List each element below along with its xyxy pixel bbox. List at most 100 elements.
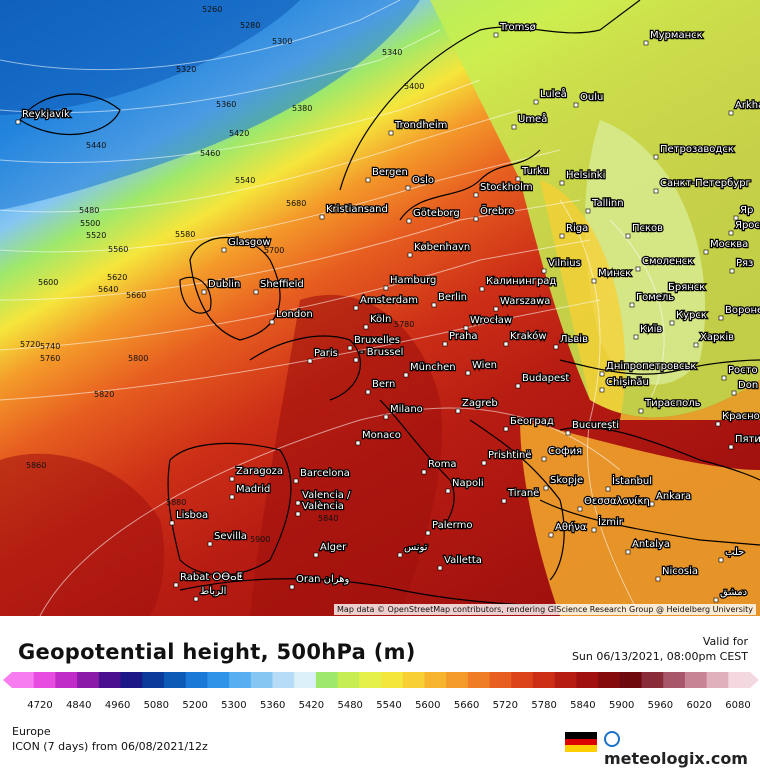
city-name: Мурманск (650, 30, 703, 41)
city-name: حلب (725, 547, 744, 558)
city-name: Брянск (668, 282, 705, 293)
city-marker: Tromsø (493, 21, 537, 38)
city-dot (503, 426, 509, 432)
city-name: Псков (632, 223, 663, 234)
contour-label: 5380 (292, 104, 312, 113)
brand-logo[interactable]: meteologix.com (604, 730, 760, 768)
color-scale-segment (12, 672, 35, 688)
city-name: Stockholm (480, 182, 533, 193)
city-dot (585, 208, 591, 214)
city-dot (553, 344, 559, 350)
city-name: Vilnius (548, 258, 581, 269)
city-dot (293, 478, 299, 484)
color-scale: 4720 4840 4960 5080 5200 5300 5360 5420 5480 5540… (3, 672, 759, 711)
contour-label: 5660 (126, 291, 146, 300)
city-marker: Rabat ⵔⴱⴰⵟ (173, 571, 244, 588)
city-name: - Brussel (360, 347, 403, 358)
scale-tick-label: 6020 (686, 700, 711, 711)
contour-label: 5440 (86, 141, 106, 150)
contour-label: 5580 (175, 230, 195, 239)
city-dot (503, 341, 509, 347)
color-scale-ticks: 4720 4840 4960 5080 5200 5300 5360 5420 5480 5540… (27, 700, 750, 711)
city-name: Madrid (236, 484, 270, 495)
scale-tick-label: 5360 (260, 700, 285, 711)
city-name: București (572, 420, 619, 431)
city-dot (728, 444, 734, 450)
city-marker: Chișinău (599, 376, 650, 393)
city-marker: Bern (365, 378, 397, 395)
contour-label: 5260 (202, 5, 222, 14)
city-dot (307, 358, 313, 364)
city-marker: Warszawa (493, 295, 552, 312)
scale-tick-label: 5840 (570, 700, 595, 711)
city-dot (313, 552, 319, 558)
city-name: Trondheim (394, 120, 447, 131)
contour-label: 5680 (286, 199, 306, 208)
city-name: Санкт-Петербург (660, 178, 751, 189)
city-dot (406, 218, 412, 224)
city-dot (643, 40, 649, 46)
city-name: Θεσσαλονίκη (584, 495, 650, 507)
city-name: Красно (722, 411, 760, 422)
city-dot (713, 597, 719, 603)
city-marker: Калининград (479, 275, 558, 292)
city-name: Palermo (432, 520, 472, 531)
city-dot (649, 501, 655, 507)
city-dot (543, 485, 549, 491)
scale-tick-label: 5420 (299, 700, 324, 711)
city-name: Sevilla (214, 531, 247, 542)
color-scale-segment (250, 672, 274, 688)
city-name: Тирасполь (644, 398, 701, 409)
city-marker: İstanbul (605, 473, 653, 492)
city-dot (577, 506, 583, 512)
city-marker: Hamburg (383, 274, 438, 291)
city-dot (201, 289, 207, 295)
color-scale-segment (511, 672, 534, 688)
city-dot (353, 357, 359, 363)
city-dot (229, 494, 235, 500)
color-scale-segment (467, 672, 491, 688)
city-marker: Alger (313, 541, 348, 558)
city-marker: Смоленск (635, 255, 695, 272)
city-dot (729, 268, 735, 274)
city-dot (533, 99, 539, 105)
city-name: Bern (372, 379, 395, 390)
city-dot (625, 233, 631, 239)
color-scale-segment (272, 672, 295, 688)
city-name: Umeå (518, 112, 547, 125)
city-dot (638, 408, 644, 414)
city-name: Prishtinë (488, 450, 531, 461)
city-name: Курск (676, 310, 707, 321)
city-name: الرباط (200, 586, 226, 597)
city-name: Berlin (438, 292, 467, 303)
city-marker: Дніпропетровськ (599, 359, 698, 377)
city-dot (319, 214, 325, 220)
city-marker: Брянск (661, 281, 707, 298)
city-marker: München (403, 361, 457, 378)
city-dot (295, 511, 301, 517)
contour-lines (0, 0, 664, 616)
city-dot (718, 315, 724, 321)
city-name: Riga (566, 223, 588, 234)
scale-tick-label: 5200 (182, 700, 207, 711)
contour-label: 5780 (394, 320, 414, 329)
city-marker: Riga (559, 222, 589, 239)
city-marker: تونس (397, 541, 429, 558)
contour-label: 5320 (176, 65, 196, 74)
city-marker: Sevilla (207, 530, 248, 547)
city-marker: Θεσσαλονίκη (577, 494, 651, 512)
city-marker: Zaragoza (229, 465, 284, 482)
city-dot (479, 286, 485, 292)
city-dot (365, 389, 371, 395)
city-marker: Минск (591, 267, 632, 284)
germany-flag-icon (565, 732, 597, 752)
city-dot (548, 532, 554, 538)
city-name: Budapest (522, 373, 569, 384)
city-dot (633, 334, 639, 340)
contour-label: 5400 (404, 82, 424, 91)
contour-label: 5900 (250, 535, 270, 544)
color-scale-bar (3, 672, 759, 688)
city-dot (515, 176, 521, 182)
scale-tick-label: 5540 (376, 700, 401, 711)
city-dot (655, 576, 661, 582)
